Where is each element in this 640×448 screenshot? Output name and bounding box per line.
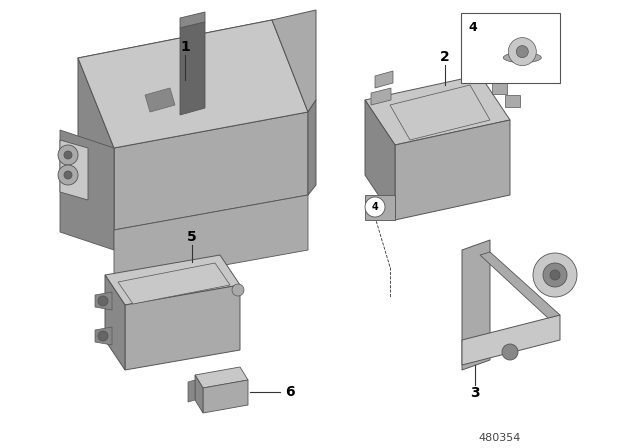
Polygon shape (462, 240, 490, 370)
Circle shape (232, 284, 244, 296)
Text: 480354: 480354 (478, 433, 520, 443)
Circle shape (64, 171, 72, 179)
Polygon shape (78, 58, 114, 230)
Polygon shape (60, 130, 114, 250)
Polygon shape (180, 12, 205, 28)
Polygon shape (125, 285, 240, 370)
Polygon shape (145, 88, 175, 112)
Polygon shape (462, 315, 560, 365)
Polygon shape (78, 20, 308, 148)
Bar (505, 95, 520, 107)
Circle shape (365, 197, 385, 217)
Polygon shape (395, 120, 510, 220)
Circle shape (98, 296, 108, 306)
Text: 2: 2 (440, 50, 450, 64)
Bar (461, 13, 560, 83)
Polygon shape (390, 85, 490, 140)
Bar (492, 82, 507, 94)
Polygon shape (365, 195, 395, 220)
Ellipse shape (503, 52, 541, 63)
Circle shape (58, 165, 78, 185)
Polygon shape (114, 195, 308, 285)
Polygon shape (308, 100, 316, 195)
Circle shape (516, 46, 528, 58)
Polygon shape (371, 88, 391, 105)
Polygon shape (78, 20, 308, 148)
Polygon shape (105, 275, 125, 370)
Circle shape (543, 263, 567, 287)
Polygon shape (365, 75, 510, 145)
Polygon shape (272, 10, 316, 112)
Polygon shape (195, 367, 248, 388)
Text: 4: 4 (468, 21, 477, 34)
Circle shape (98, 331, 108, 341)
Polygon shape (375, 71, 393, 88)
Polygon shape (195, 375, 203, 413)
Circle shape (58, 145, 78, 165)
Polygon shape (203, 380, 248, 413)
Circle shape (508, 38, 536, 66)
Circle shape (64, 151, 72, 159)
Polygon shape (118, 263, 230, 304)
Text: 6: 6 (285, 385, 295, 399)
Text: 5: 5 (187, 230, 197, 244)
Circle shape (550, 270, 560, 280)
Circle shape (502, 344, 518, 360)
Text: 4: 4 (372, 202, 378, 212)
Text: 1: 1 (180, 40, 190, 54)
Polygon shape (105, 255, 240, 305)
Text: 3: 3 (470, 386, 480, 400)
Polygon shape (95, 292, 112, 310)
Polygon shape (95, 327, 112, 345)
Polygon shape (180, 22, 205, 115)
Circle shape (533, 253, 577, 297)
Polygon shape (480, 252, 560, 318)
Polygon shape (114, 112, 308, 230)
Polygon shape (188, 380, 195, 402)
Polygon shape (60, 140, 88, 200)
Polygon shape (365, 100, 395, 220)
